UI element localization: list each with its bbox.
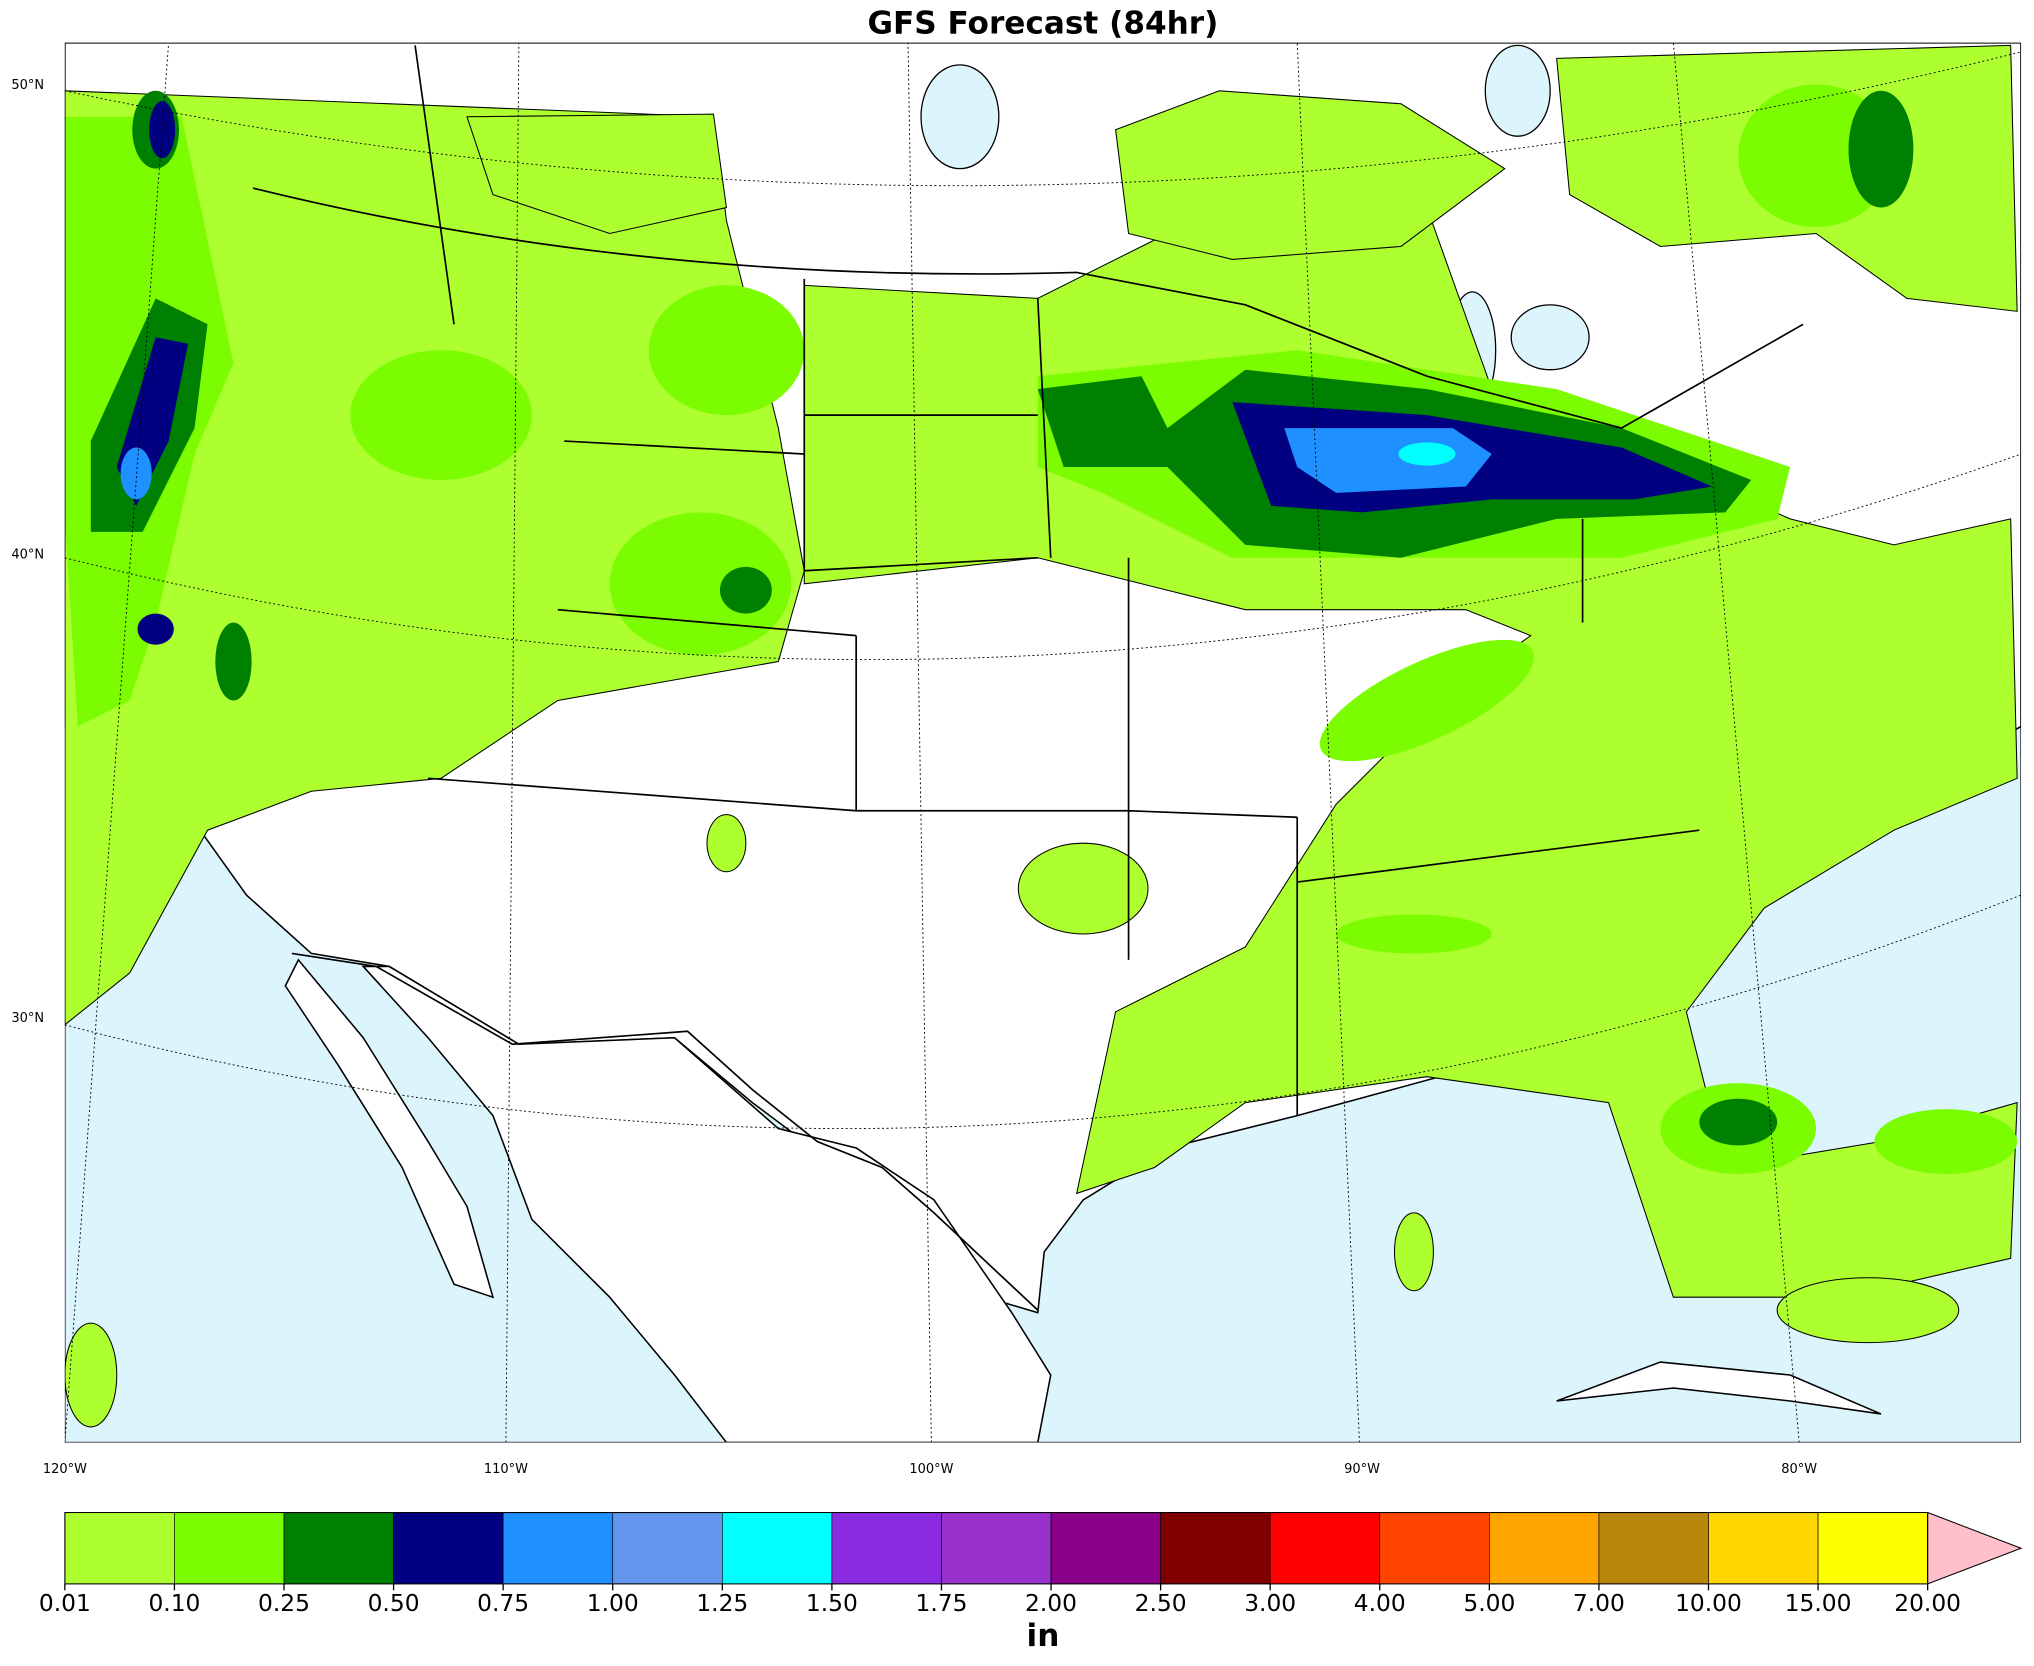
- colorbar-segment: [941, 1512, 1052, 1585]
- lat-label: 40°N: [11, 548, 44, 563]
- colorbar-tick-label: 1.50: [806, 1589, 858, 1617]
- lake: [920, 64, 1000, 170]
- colorbar-segment: [1160, 1512, 1271, 1585]
- lon-label: 110°W: [484, 1462, 528, 1477]
- graticule: [64, 42, 2022, 1443]
- colorbar-tick-label: 0.75: [477, 1589, 529, 1617]
- colorbar-tick-label: 0.10: [148, 1589, 200, 1617]
- colorbar-tick-label: 2.00: [1025, 1589, 1077, 1617]
- colorbar-tick-label: 1.25: [696, 1589, 748, 1617]
- lon-label: 90°W: [1344, 1462, 1380, 1477]
- colorbar-segment: [393, 1512, 504, 1585]
- hudson-bay: [1484, 44, 1551, 137]
- colorbar-segment: [1050, 1512, 1161, 1585]
- title: GFS Forecast (84hr): [868, 6, 1219, 42]
- map: [64, 42, 2022, 1443]
- colorbar-segment: [1269, 1512, 1381, 1585]
- lat-label: 50°N: [11, 78, 44, 93]
- colorbar-segment: [1489, 1512, 1600, 1585]
- colorbar-tick-label: 15.00: [1785, 1589, 1852, 1617]
- colorbar-segment: [1379, 1512, 1490, 1585]
- lon-label: 100°W: [909, 1462, 953, 1477]
- colorbar-tick-label: 20.00: [1894, 1589, 1961, 1617]
- figure-body: GFS Forecast (84hr): [11, 6, 2023, 1654]
- colorbar-tick-label: 3.00: [1244, 1589, 1296, 1617]
- borders: [252, 45, 1804, 1311]
- colorbar-unit: in: [1027, 1618, 1060, 1654]
- colorbar-segment: [283, 1512, 394, 1585]
- cuba: [1556, 1361, 1882, 1415]
- colorbar-segment: [1708, 1512, 1819, 1585]
- colorbar: 0.01 0.10 0.25 0.50 0.75 1.00 1.25 1.50 1.75 2.00…: [39, 1511, 2023, 1617]
- colorbar-segment: [502, 1512, 614, 1585]
- colorbar-tick-label: 4.00: [1354, 1589, 1406, 1617]
- precip-1-25: [1398, 442, 1456, 466]
- colorbar-segment: [831, 1512, 942, 1585]
- colorbar-segment: [1598, 1512, 1709, 1585]
- colorbar-tick-label: 0.25: [258, 1589, 310, 1617]
- colorbar-segment: [174, 1512, 285, 1585]
- colorbar-tick-label: 10.00: [1675, 1589, 1742, 1617]
- lon-label: 80°W: [1781, 1462, 1817, 1477]
- colorbar-segment: [1817, 1512, 1928, 1585]
- baja: [284, 958, 495, 1299]
- lon-labels: 120°W 110°W 100°W 90°W 80°W: [43, 1462, 1817, 1477]
- lat-label: 30°N: [11, 1011, 44, 1026]
- colorbar-segment: [612, 1512, 723, 1585]
- lat-labels: 50°N 40°N 30°N: [11, 78, 44, 1026]
- colorbar-tick-label: 0.50: [368, 1589, 420, 1617]
- colorbar-tick-label: 5.00: [1463, 1589, 1515, 1617]
- colorbar-segment: [721, 1512, 833, 1585]
- lake-huron: [1510, 304, 1590, 371]
- colorbar-tick-label: 7.00: [1573, 1589, 1625, 1617]
- colorbar-frame: [64, 1512, 1929, 1585]
- baja-mexico: [361, 965, 1052, 1443]
- colorbar-extension: [1927, 1511, 2023, 1585]
- colorbar-tick-label: 0.01: [39, 1589, 91, 1617]
- colorbar-tick-label: 1.00: [587, 1589, 639, 1617]
- colorbar-tick-label: 2.50: [1135, 1589, 1187, 1617]
- colorbar-segment: [64, 1512, 175, 1585]
- lon-label: 120°W: [43, 1462, 87, 1477]
- colorbar-tick-label: 1.75: [915, 1589, 967, 1617]
